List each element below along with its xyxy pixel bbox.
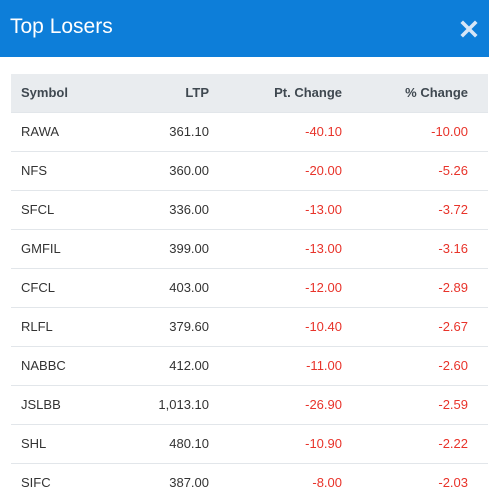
cell-pt-change: -26.90 <box>305 397 342 412</box>
cell-ltp: 336.00 <box>169 202 209 217</box>
cell-spacer <box>468 112 488 151</box>
cell-symbol[interactable]: RLFL <box>21 319 53 334</box>
cell-spacer <box>468 307 488 346</box>
cell-pt-change: -10.90 <box>305 436 342 451</box>
cell-spacer <box>468 229 488 268</box>
cell-pct-change: -2.22 <box>438 436 468 451</box>
cell-symbol[interactable]: NABBC <box>21 358 66 373</box>
losers-table-container: Symbol LTP Pt. Change % Change RAWA 361.1… <box>11 74 488 502</box>
table-row[interactable]: GMFIL 399.00 -13.00 -3.16 <box>11 229 488 268</box>
table-row[interactable]: CFCL 403.00 -12.00 -2.89 <box>11 268 488 307</box>
cell-pt-change: -13.00 <box>305 241 342 256</box>
cell-ltp: 361.10 <box>169 124 209 139</box>
table-row[interactable]: NABBC 412.00 -11.00 -2.60 <box>11 346 488 385</box>
cell-spacer <box>468 346 488 385</box>
cell-pt-change: -13.00 <box>305 202 342 217</box>
cell-ltp: 387.00 <box>169 475 209 491</box>
table-row[interactable]: NFS 360.00 -20.00 -5.26 <box>11 151 488 190</box>
cell-symbol[interactable]: NFS <box>21 163 47 178</box>
table-header-row: Symbol LTP Pt. Change % Change <box>11 74 488 112</box>
column-header-pct-change[interactable]: % Change <box>405 85 468 101</box>
cell-pt-change: -12.00 <box>305 280 342 295</box>
cell-symbol[interactable]: SIFC <box>21 475 51 491</box>
close-icon <box>460 20 478 38</box>
cell-spacer <box>468 463 488 502</box>
losers-table: Symbol LTP Pt. Change % Change RAWA 361.1… <box>11 74 488 502</box>
cell-spacer <box>468 190 488 229</box>
table-row[interactable]: JSLBB 1,013.10 -26.90 -2.59 <box>11 385 488 424</box>
cell-pt-change: -20.00 <box>305 163 342 178</box>
cell-spacer <box>468 385 488 424</box>
cell-ltp: 480.10 <box>169 436 209 451</box>
modal-title: Top Losers <box>10 15 113 38</box>
cell-pct-change: -2.03 <box>438 475 468 491</box>
cell-ltp: 360.00 <box>169 163 209 178</box>
cell-symbol[interactable]: CFCL <box>21 280 55 295</box>
cell-pct-change: -2.89 <box>438 280 468 295</box>
cell-pct-change: -3.16 <box>438 241 468 256</box>
cell-spacer <box>468 424 488 463</box>
cell-spacer <box>468 268 488 307</box>
cell-symbol[interactable]: GMFIL <box>21 241 61 256</box>
table-body: RAWA 361.10 -40.10 -10.00 NFS 360.00 -20.00 -5.… <box>11 112 488 502</box>
table-row[interactable]: RLFL 379.60 -10.40 -2.67 <box>11 307 488 346</box>
cell-ltp: 412.00 <box>169 358 209 373</box>
cell-pt-change: -11.00 <box>306 358 342 373</box>
cell-pt-change: -8.00 <box>312 475 342 491</box>
cell-symbol[interactable]: SHL <box>21 436 47 451</box>
cell-ltp: 379.60 <box>169 319 209 334</box>
cell-pct-change: -3.72 <box>438 202 468 217</box>
close-button[interactable] <box>458 16 480 40</box>
column-header-ltp[interactable]: LTP <box>185 85 209 101</box>
table-row[interactable]: SIFC 387.00 -8.00 -2.03 <box>11 463 488 502</box>
cell-pct-change: -2.67 <box>438 319 468 334</box>
cell-spacer <box>468 151 488 190</box>
cell-pt-change: -40.10 <box>305 124 342 139</box>
table-row[interactable]: SFCL 336.00 -13.00 -3.72 <box>11 190 488 229</box>
cell-ltp: 399.00 <box>169 241 209 256</box>
cell-ltp: 403.00 <box>169 280 209 295</box>
cell-pct-change: -2.60 <box>438 358 468 373</box>
cell-pct-change: -2.59 <box>438 397 468 412</box>
cell-symbol[interactable]: JSLBB <box>21 397 61 412</box>
modal-header: Top Losers <box>0 0 489 57</box>
cell-pct-change: -10.00 <box>431 124 468 139</box>
table-row[interactable]: RAWA 361.10 -40.10 -10.00 <box>11 112 488 151</box>
cell-symbol[interactable]: SFCL <box>21 202 55 217</box>
column-header-symbol[interactable]: Symbol <box>21 85 68 101</box>
column-header-spacer <box>468 74 488 112</box>
cell-pct-change: -5.26 <box>438 163 468 178</box>
column-header-pt-change[interactable]: Pt. Change <box>274 85 342 101</box>
cell-pt-change: -10.40 <box>305 319 342 334</box>
table-row[interactable]: SHL 480.10 -10.90 -2.22 <box>11 424 488 463</box>
cell-symbol[interactable]: RAWA <box>21 124 60 139</box>
cell-ltp: 1,013.10 <box>158 397 209 412</box>
